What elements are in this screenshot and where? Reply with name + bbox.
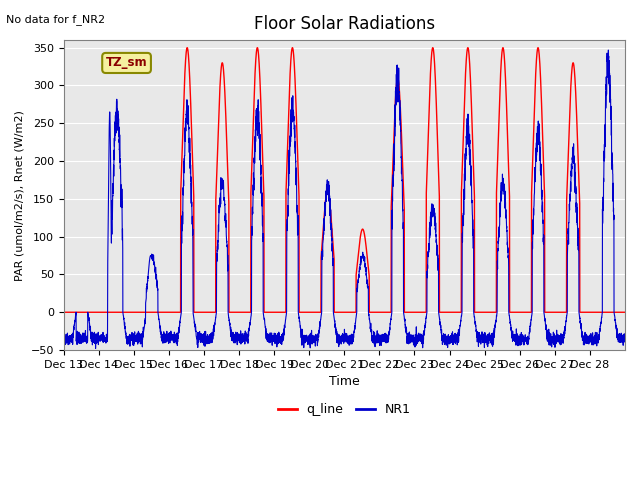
q_line: [176, 310, 184, 315]
Text: TZ_sm: TZ_sm: [106, 57, 147, 70]
q_line: [365, 273, 373, 279]
q_line: [526, 310, 534, 315]
q_line: [621, 310, 628, 315]
q_line: [183, 45, 191, 50]
NR1: [499, 186, 506, 192]
NR1: [365, 315, 373, 321]
NR1: [621, 335, 628, 340]
q_line: [396, 86, 403, 92]
Line: NR1: NR1: [63, 50, 625, 348]
NR1: [604, 47, 612, 53]
NR1: [541, 312, 548, 318]
NR1: [526, 325, 534, 331]
q_line: [60, 310, 67, 315]
X-axis label: Time: Time: [329, 375, 360, 388]
Text: No data for f_NR2: No data for f_NR2: [6, 14, 106, 25]
q_line: [499, 47, 506, 52]
Title: Floor Solar Radiations: Floor Solar Radiations: [254, 15, 435, 33]
Y-axis label: PAR (umol/m2/s), Rnet (W/m2): PAR (umol/m2/s), Rnet (W/m2): [15, 109, 25, 280]
NR1: [396, 96, 403, 102]
NR1: [92, 346, 99, 351]
Line: q_line: q_line: [63, 48, 625, 312]
NR1: [176, 318, 184, 324]
Legend: q_line, NR1: q_line, NR1: [273, 398, 416, 421]
NR1: [60, 335, 67, 340]
q_line: [541, 186, 548, 192]
